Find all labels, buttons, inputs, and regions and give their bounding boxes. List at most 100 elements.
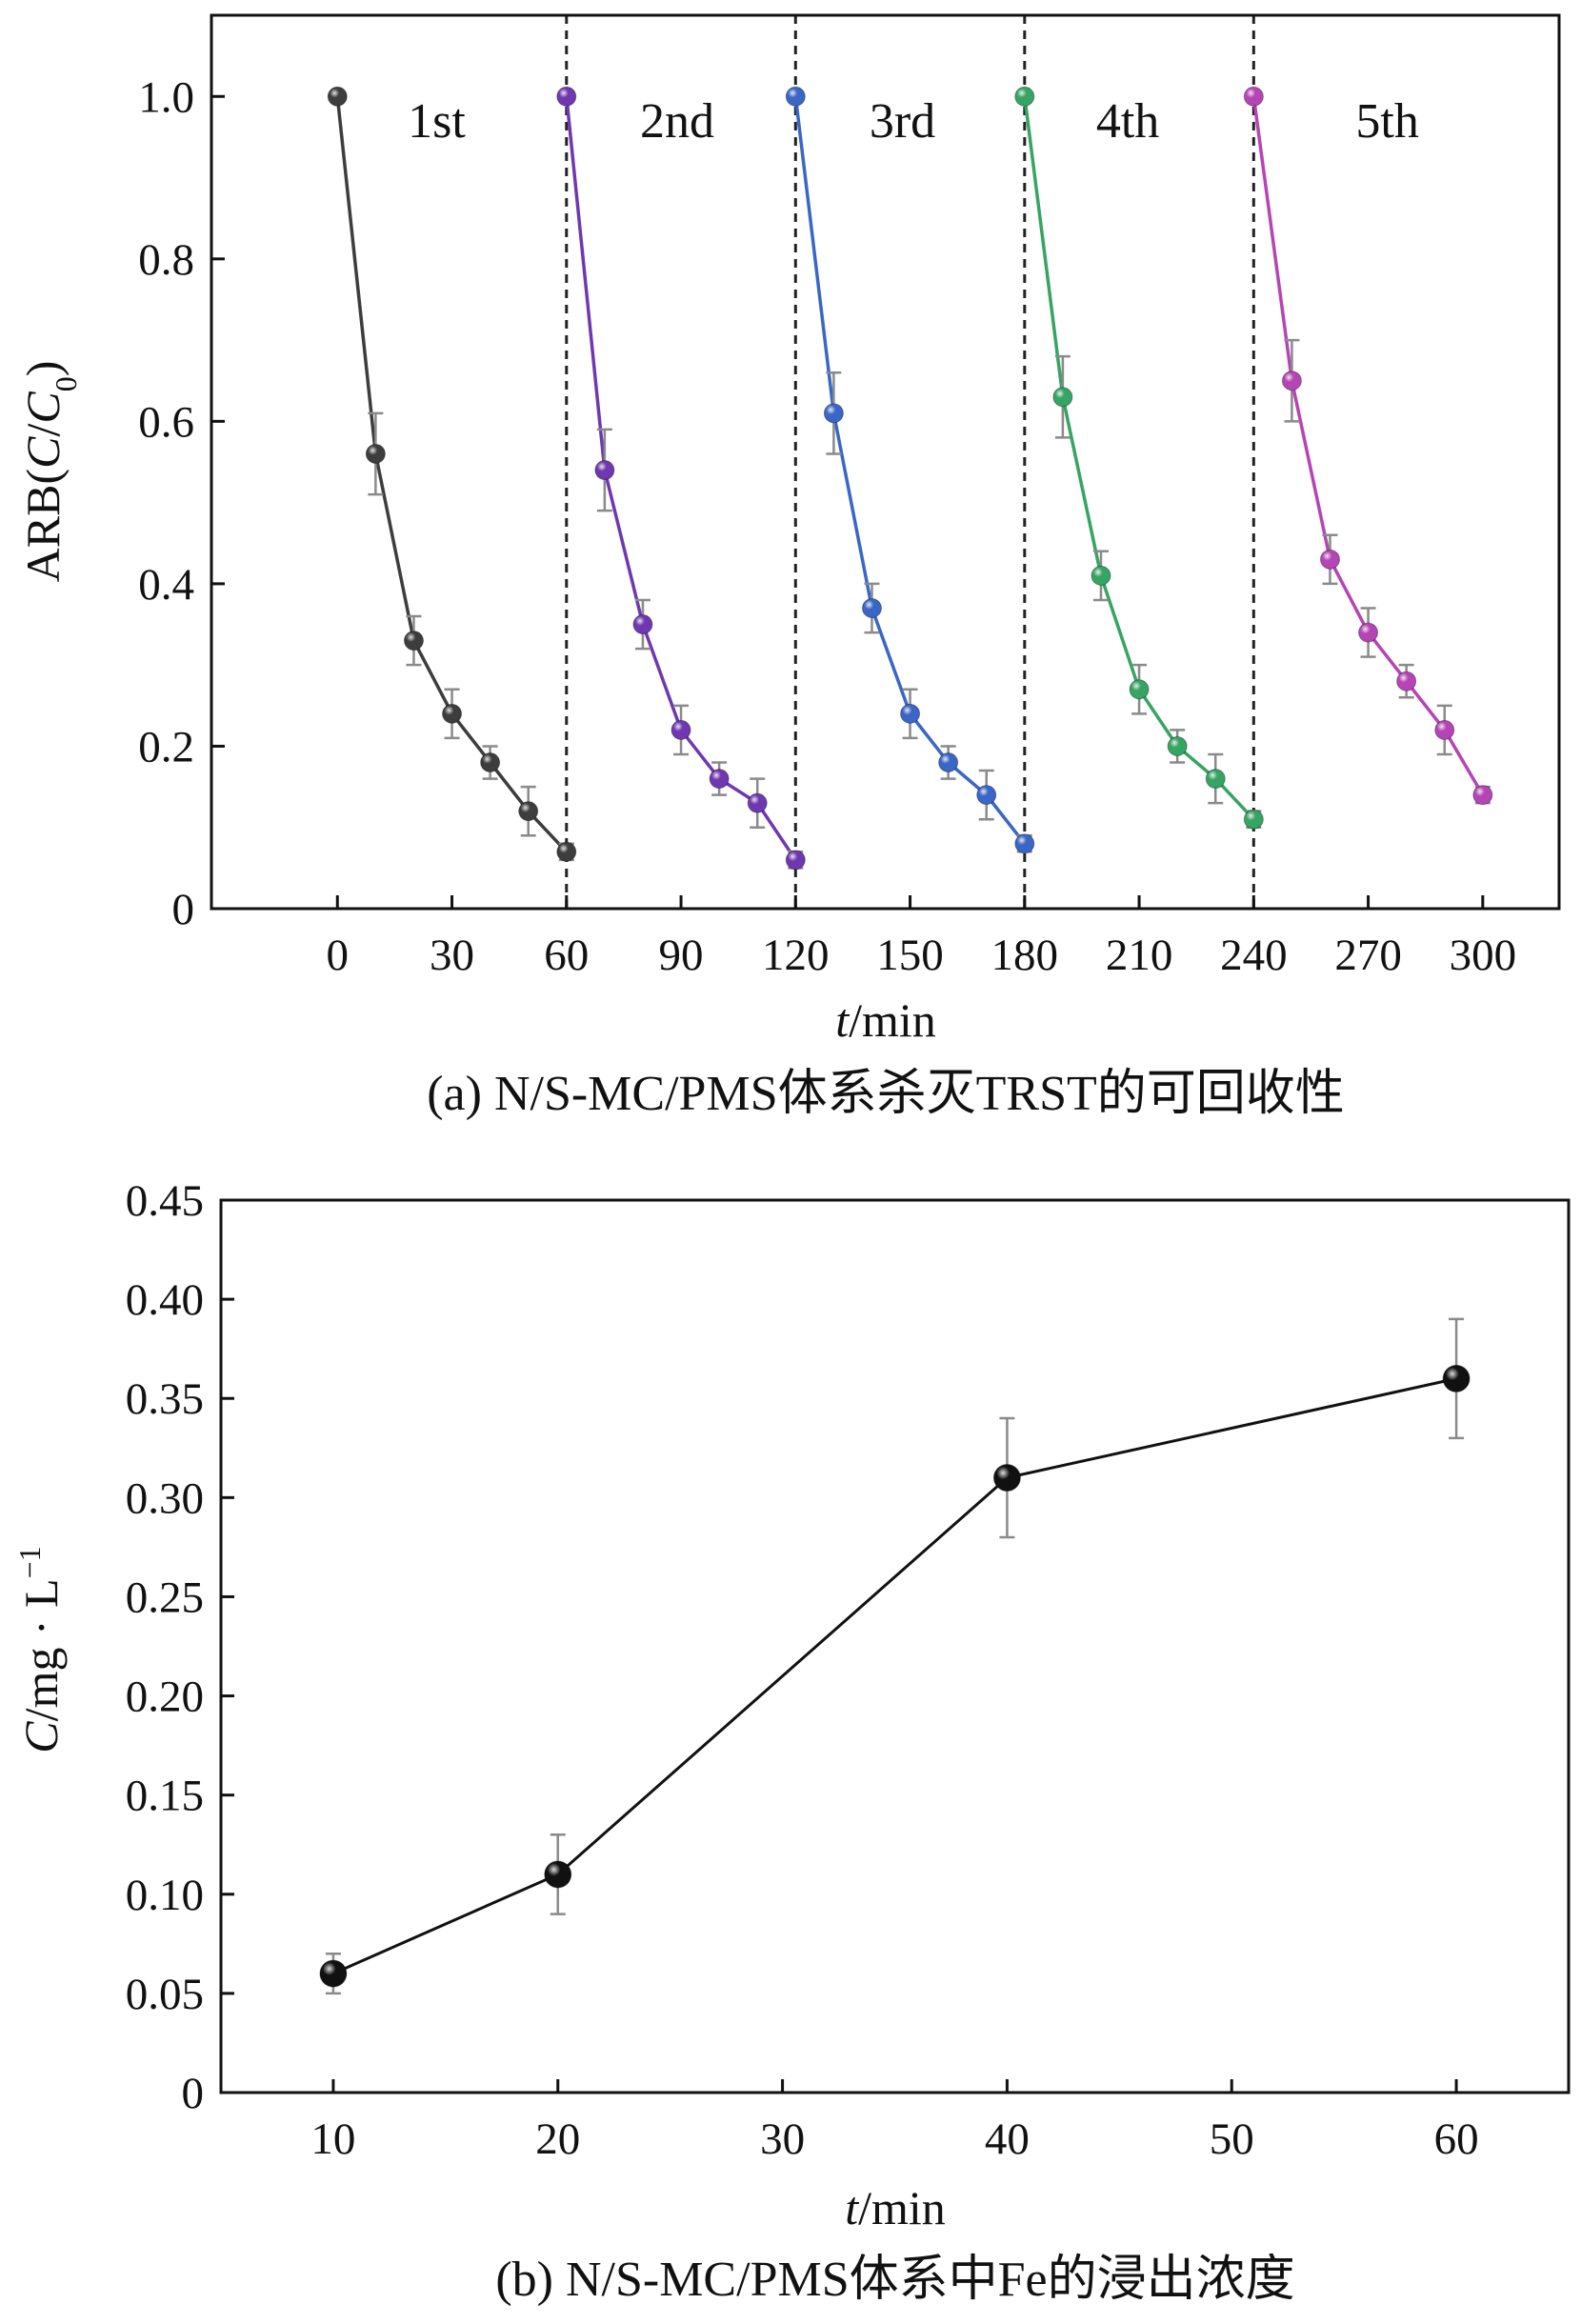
data-point-2nd [785,850,806,871]
figure-caption-b: (b) N/S-MC/PMS体系中Fe的浸出浓度 [495,2253,1294,2307]
series-lines [335,96,1485,861]
x-tick-label: 50 [1210,2114,1254,2164]
x-tick-label: 30 [430,931,474,980]
x-tick-label: 240 [1220,931,1288,980]
chart-b: 10 20 30 40 50 60 0 0.05 0.10 0.15 0.20 0.25 0.30 0.… [12,1176,1571,2307]
data-point-1st [365,443,386,464]
cycle-labels: 1st 2nd 3rd 4th 5th [408,94,1419,149]
cycle-label-2nd: 2nd [640,94,714,149]
x-tick-label: 0 [327,931,350,980]
data-point-3rd [938,752,959,773]
data-point-3rd [976,785,997,806]
y-tick-label: 0.20 [126,1673,204,1722]
data-point-3rd [900,703,921,724]
x-tick-label: 60 [544,931,589,980]
data-point-4th [1014,86,1035,107]
axes-frame [219,1198,1571,2094]
data-point-4th [1091,565,1111,586]
y-tick-label: 0.45 [126,1176,204,1226]
x-tick-label: 20 [535,2114,580,2164]
y-tick-label: 0.10 [126,1871,204,1920]
y-tick-label: 0.05 [126,1970,204,2019]
data-point-5th [1281,371,1302,391]
x-tick-label: 40 [985,2114,1030,2164]
y-tick-label: 0.6 [138,397,194,447]
cycle-label-3rd: 3rd [870,94,935,149]
data-point [544,1860,572,1889]
y-tick-label: 1.0 [138,72,194,122]
data-point-5th [1434,719,1455,740]
data-point-5th [1396,671,1417,691]
data-point-2nd [556,86,577,107]
error-bars [325,1317,1465,1995]
x-axis-ticks: 10 20 30 40 50 60 [310,2079,1479,2164]
data-point-4th [1167,735,1188,756]
cycle-dividers [565,15,1255,909]
data-point-1st [556,841,577,862]
series-lines [332,1376,1457,1975]
data-point-5th [1243,86,1264,107]
x-tick-label: 10 [310,2114,355,2164]
x-axis-label: t/min [835,993,936,1047]
x-tick-label: 180 [991,931,1059,980]
data-point-2nd [632,614,653,635]
data-point-5th [1472,785,1493,806]
x-tick-label: 90 [659,931,704,980]
data-point-4th [1052,387,1073,408]
x-tick-label: 60 [1434,2114,1479,2164]
x-axis-label: t/min [845,2181,946,2234]
x-tick-label: 210 [1106,931,1173,980]
series-line-Fe [332,1376,1457,1975]
y-tick-label: 0.35 [126,1374,204,1424]
data-point [1442,1364,1471,1392]
chart-a: 1st 2nd 3rd 4th 5th 0 30 60 90 120 150 180 210 240 27… [16,13,1561,1121]
y-tick-label: 0 [182,2069,205,2118]
data-point-2nd [594,460,615,481]
cycle-label-4th: 4th [1096,94,1159,149]
y-tick-label: 0 [172,885,195,934]
x-tick-label: 270 [1334,931,1402,980]
data-point [992,1464,1021,1493]
data-point-1st [442,703,463,724]
y-tick-label: 0.25 [126,1573,204,1622]
data-point-4th [1243,809,1264,830]
data-point-1st [327,86,348,107]
data-point-3rd [823,403,844,424]
y-tick-label: 0.40 [126,1275,204,1325]
y-axis-ticks: 0 0.05 0.10 0.15 0.20 0.25 0.30 0.35 0.40 0.45 [126,1176,234,2118]
data-point-1st [518,801,539,822]
cycle-label-1st: 1st [408,94,466,149]
y-axis-label: ARB(C/C0) [16,361,83,583]
y-axis-label: C/mg · L−1 [12,1546,68,1753]
data-point-2nd [670,719,691,740]
plot-frame [210,13,1561,911]
data-point-4th [1129,679,1150,700]
data-point-5th [1319,549,1340,570]
y-axis-ticks: 0 0.2 0.4 0.6 0.8 1.0 [138,72,225,934]
data-point-3rd [861,597,882,618]
x-axis-ticks: 0 30 60 90 120 150 180 210 240 270 300 [327,895,1517,980]
x-tick-label: 30 [760,2114,805,2164]
data-point-3rd [785,86,806,107]
y-tick-label: 0.15 [126,1772,204,1821]
data-point-2nd [709,769,730,790]
x-tick-label: 150 [876,931,944,980]
x-tick-label: 300 [1450,931,1517,980]
error-bars [368,338,1491,870]
plot-frame [219,1198,1571,2094]
data-points [319,1364,1471,1988]
data-point-5th [1358,622,1379,643]
axes-frame [210,13,1561,911]
data-point-4th [1205,769,1226,790]
y-tick-label: 0.4 [138,560,194,610]
data-point-1st [480,752,501,773]
series-line-5th [1251,96,1485,796]
data-point-2nd [747,792,768,813]
data-point-3rd [1014,833,1035,854]
data-point [319,1959,348,1988]
data-points [327,86,1493,871]
data-point-1st [403,631,424,651]
cycle-label-5th: 5th [1355,94,1418,149]
y-tick-label: 0.30 [126,1473,204,1523]
